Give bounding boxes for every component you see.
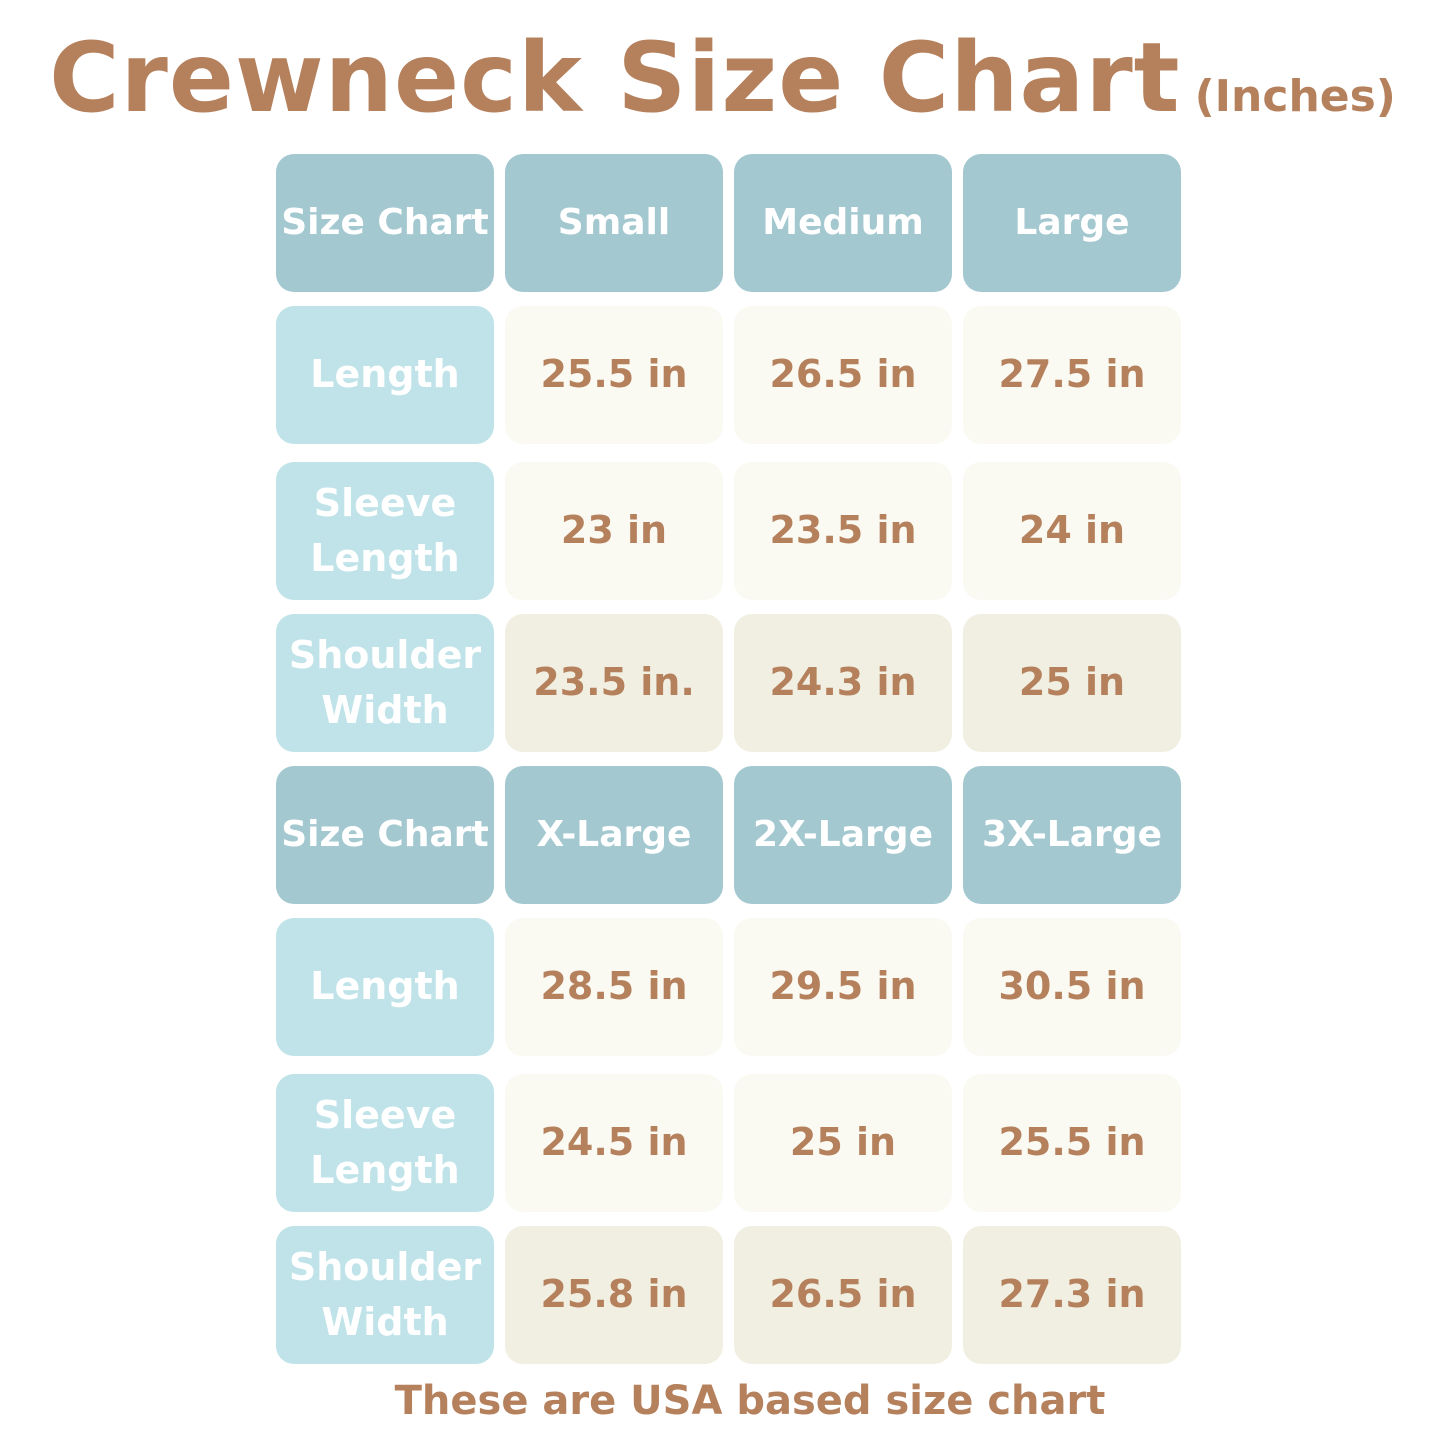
value-cell: 26.5 in <box>734 306 952 444</box>
row-label-shoulder-width: Shoulder Width <box>276 1226 494 1364</box>
header-cell-size-chart: Size Chart <box>276 766 494 904</box>
row-label-sleeve-length: Sleeve Length <box>276 462 494 600</box>
value-cell: 25.8 in <box>505 1226 723 1364</box>
footer-note: These are USA based size chart <box>394 1378 1106 1424</box>
value-cell: 30.5 in <box>963 918 1181 1056</box>
header-cell-small: Small <box>505 154 723 292</box>
header-cell-medium: Medium <box>734 154 952 292</box>
value-cell: 24.3 in <box>734 614 952 752</box>
value-cell: 25 in <box>963 614 1181 752</box>
header-cell-2x-large: 2X-Large <box>734 766 952 904</box>
page-title: Crewneck Size Chart (Inches) <box>0 22 1445 134</box>
value-cell: 23.5 in. <box>505 614 723 752</box>
row-label-length: Length <box>276 306 494 444</box>
value-cell: 24.5 in <box>505 1074 723 1212</box>
header-cell-x-large: X-Large <box>505 766 723 904</box>
value-cell: 25.5 in <box>505 306 723 444</box>
row-label-length: Length <box>276 918 494 1056</box>
value-cell: 23 in <box>505 462 723 600</box>
header-cell-size-chart: Size Chart <box>276 154 494 292</box>
title-unit: (Inches) <box>1194 71 1396 122</box>
size-chart-grid: Size Chart Small Medium Large Length 25.… <box>276 154 1181 1364</box>
value-cell: 29.5 in <box>734 918 952 1056</box>
value-cell: 24 in <box>963 462 1181 600</box>
value-cell: 27.5 in <box>963 306 1181 444</box>
value-cell: 27.3 in <box>963 1226 1181 1364</box>
title-main: Crewneck Size Chart <box>49 22 1181 134</box>
row-label-sleeve-length: Sleeve Length <box>276 1074 494 1212</box>
value-cell: 25.5 in <box>963 1074 1181 1212</box>
header-cell-large: Large <box>963 154 1181 292</box>
value-cell: 28.5 in <box>505 918 723 1056</box>
row-label-shoulder-width: Shoulder Width <box>276 614 494 752</box>
header-cell-3x-large: 3X-Large <box>963 766 1181 904</box>
value-cell: 23.5 in <box>734 462 952 600</box>
value-cell: 25 in <box>734 1074 952 1212</box>
value-cell: 26.5 in <box>734 1226 952 1364</box>
